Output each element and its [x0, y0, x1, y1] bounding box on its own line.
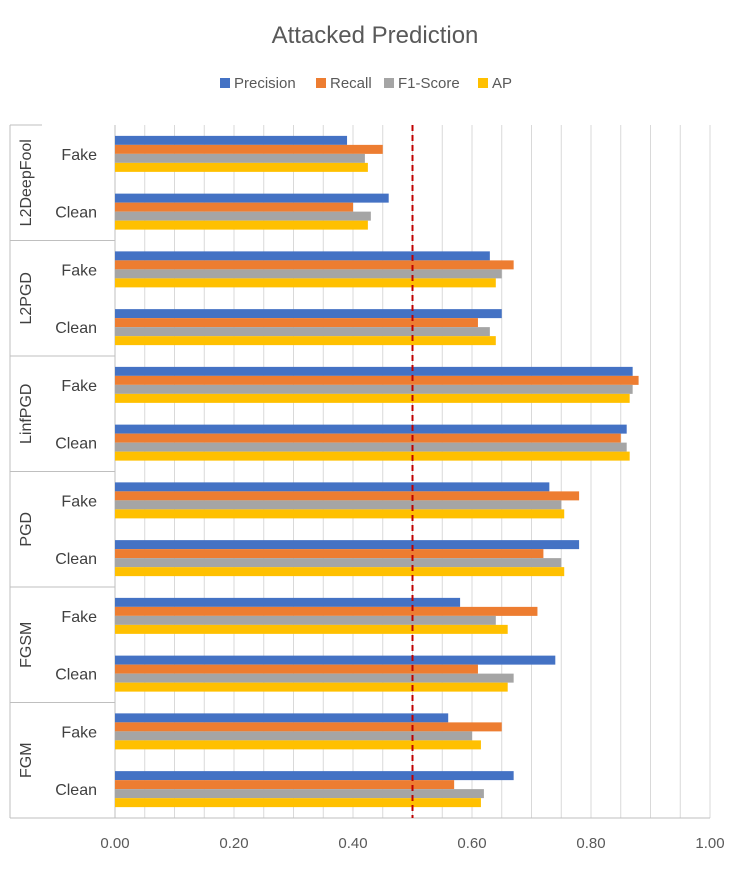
category-label-fake: Fake: [61, 147, 97, 164]
bar-fgm-fake-precision: [115, 713, 449, 723]
bar-pgd-fake-f1-score: [115, 500, 562, 510]
bar-pgd-fake-ap: [115, 509, 565, 519]
bar-l2pgd-clean-ap: [115, 336, 496, 346]
bar-linfpgd-clean-recall: [115, 433, 621, 443]
bar-pgd-clean-precision: [115, 540, 580, 550]
category-label-clean: Clean: [55, 436, 97, 453]
legend-swatch-precision: [220, 78, 230, 88]
legend-swatch-ap: [478, 78, 488, 88]
axis-lines: [9, 124, 710, 819]
bar-fgsm-clean-ap: [115, 682, 508, 692]
bar-l2deepfool-fake-precision: [115, 135, 348, 145]
bar-pgd-clean-recall: [115, 549, 544, 559]
x-tick-label: 0.40: [338, 835, 367, 852]
group-label-l2deepfool: L2DeepFool: [18, 139, 35, 226]
category-labels: Fake Clean Fake Clean Fake Clean Fake Clean Fake…: [55, 147, 97, 799]
bar-fgsm-fake-precision: [115, 597, 461, 607]
x-tick-label: 0.20: [219, 835, 248, 852]
bar-fgsm-fake-f1-score: [115, 615, 496, 625]
bar-fgm-clean-f1-score: [115, 789, 484, 799]
bar-fgm-fake-ap: [115, 740, 481, 750]
category-label-clean: Clean: [55, 782, 97, 799]
x-tick-label: 0.80: [576, 835, 605, 852]
category-label-clean: Clean: [55, 320, 97, 337]
bar-l2deepfool-fake-f1-score: [115, 153, 365, 163]
bar-l2deepfool-clean-f1-score: [115, 211, 371, 221]
category-label-fake: Fake: [61, 493, 97, 510]
gridlines: [144, 125, 711, 818]
group-label-pgd: PGD: [18, 512, 35, 547]
bar-fgsm-fake-recall: [115, 606, 538, 616]
bar-l2pgd-fake-f1-score: [115, 269, 502, 279]
chart-title: Attacked Prediction: [272, 22, 479, 49]
bar-linfpgd-clean-f1-score: [115, 442, 627, 452]
category-label-clean: Clean: [55, 667, 97, 684]
legend-swatch-f1-score: [384, 78, 394, 88]
x-tick-labels: 0.00 0.20 0.40 0.60 0.80 1.00: [100, 835, 724, 852]
bar-fgsm-clean-precision: [115, 655, 556, 665]
bar-l2pgd-fake-precision: [115, 251, 490, 261]
bar-linfpgd-fake-ap: [115, 393, 630, 403]
category-label-fake: Fake: [61, 724, 97, 741]
bar-l2deepfool-clean-precision: [115, 193, 389, 203]
category-label-fake: Fake: [61, 262, 97, 279]
bar-fgm-fake-recall: [115, 722, 502, 732]
bar-linfpgd-clean-ap: [115, 451, 630, 461]
bar-l2deepfool-clean-ap: [115, 220, 368, 230]
bar-l2pgd-fake-ap: [115, 278, 496, 288]
bar-pgd-clean-f1-score: [115, 558, 562, 568]
group-label-fgm: FGM: [18, 742, 35, 778]
legend: Precision Recall F1-Score AP: [220, 75, 512, 92]
bar-l2deepfool-fake-ap: [115, 162, 368, 172]
bar-l2pgd-clean-recall: [115, 318, 478, 328]
bar-fgsm-clean-f1-score: [115, 673, 514, 683]
bar-fgm-clean-recall: [115, 780, 455, 790]
category-label-fake: Fake: [61, 609, 97, 626]
x-tick-label: 0.60: [457, 835, 486, 852]
bar-l2deepfool-fake-recall: [115, 144, 383, 154]
legend-label-precision: Precision: [234, 75, 296, 92]
bars: [115, 135, 639, 808]
group-labels: L2DeepFool L2PGD LinfPGD PGD FGSM FGM: [18, 139, 35, 778]
x-tick-label: 1.00: [695, 835, 724, 852]
category-label-clean: Clean: [55, 205, 97, 222]
group-label-fgsm: FGSM: [18, 622, 35, 668]
bar-l2pgd-fake-recall: [115, 260, 514, 270]
group-label-linfpgd: LinfPGD: [18, 384, 35, 444]
bar-fgsm-fake-ap: [115, 624, 508, 634]
bar-linfpgd-fake-recall: [115, 375, 639, 385]
legend-label-recall: Recall: [330, 75, 372, 92]
bar-pgd-clean-ap: [115, 567, 565, 577]
bar-l2pgd-clean-precision: [115, 309, 502, 319]
bar-pgd-fake-recall: [115, 491, 580, 501]
bar-fgm-clean-ap: [115, 798, 481, 808]
bar-fgm-fake-f1-score: [115, 731, 472, 741]
group-label-l2pgd: L2PGD: [18, 272, 35, 324]
bar-l2pgd-clean-f1-score: [115, 327, 490, 337]
legend-label-ap: AP: [492, 75, 512, 92]
legend-label-f1-score: F1-Score: [398, 75, 460, 92]
bar-fgsm-clean-recall: [115, 664, 478, 674]
bar-linfpgd-fake-precision: [115, 366, 633, 376]
bar-fgm-clean-precision: [115, 771, 514, 781]
category-label-clean: Clean: [55, 551, 97, 568]
bar-l2deepfool-clean-recall: [115, 202, 353, 212]
bar-linfpgd-fake-f1-score: [115, 384, 633, 394]
category-label-fake: Fake: [61, 378, 97, 395]
legend-swatch-recall: [316, 78, 326, 88]
bar-linfpgd-clean-precision: [115, 424, 627, 434]
bar-pgd-fake-precision: [115, 482, 550, 492]
x-tick-label: 0.00: [100, 835, 129, 852]
